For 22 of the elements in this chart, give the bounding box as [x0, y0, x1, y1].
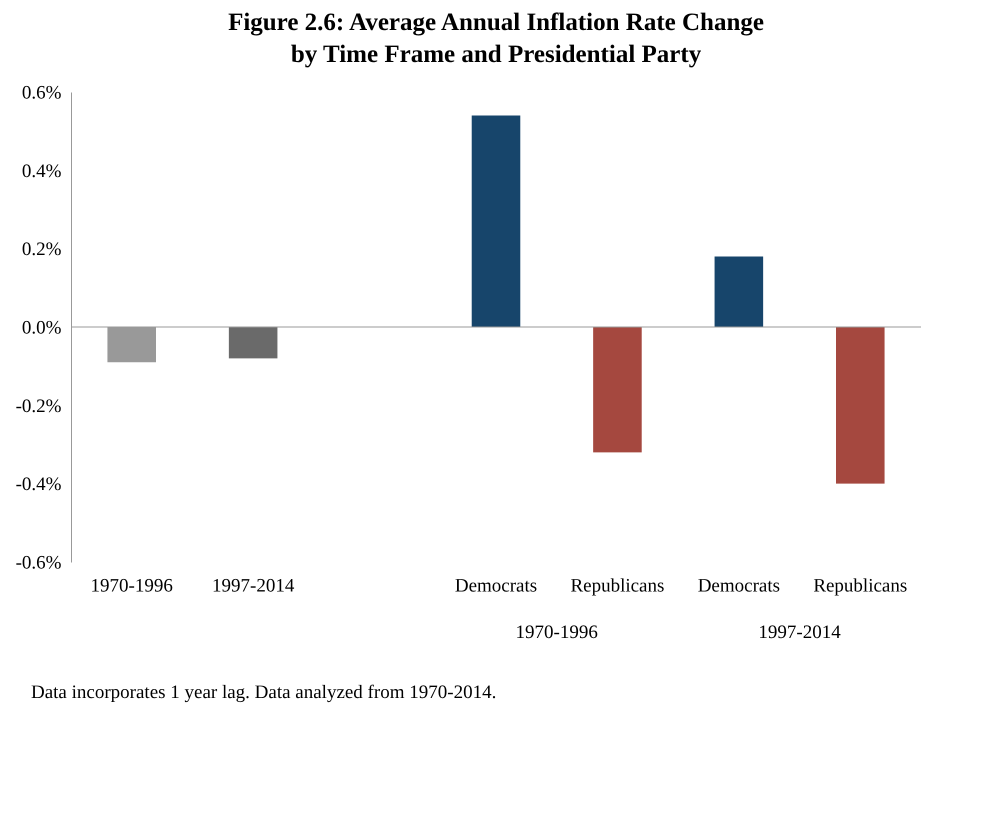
y-tick-label: 0.6%: [22, 82, 62, 104]
y-tick-label: -0.4%: [16, 474, 62, 496]
bar: [714, 256, 764, 327]
y-tick-label: -0.2%: [16, 396, 62, 417]
y-tick-label: 0.0%: [22, 318, 62, 338]
bar: [836, 327, 885, 484]
x-tick-label: Republicans: [570, 576, 664, 596]
x-tick-label: 1997-2014: [212, 576, 295, 596]
x-tick-label: Republicans: [813, 576, 908, 596]
text: 1970-1996: [516, 622, 598, 643]
bar: [593, 327, 642, 452]
chart-title: Figure 2.6: Average Annual Inflation Rate Change by Time Frame and Presidential Party: [228, 9, 764, 68]
y-tick-label: -0.6%: [16, 552, 62, 574]
x-tick-label: Democrats: [454, 576, 538, 596]
y-tick-label: 0.2%: [22, 239, 62, 260]
x-tick-label: Democrats: [698, 576, 780, 596]
y-tick-label: 0.4%: [22, 160, 62, 182]
bar: [472, 116, 520, 327]
bar: [228, 327, 278, 358]
text: 1997-2014: [758, 622, 842, 643]
x-tick-label: 1970-1996: [90, 576, 173, 596]
text: Data incorporates 1 year lag. Data analyzed from 1970-2014.: [31, 682, 496, 703]
